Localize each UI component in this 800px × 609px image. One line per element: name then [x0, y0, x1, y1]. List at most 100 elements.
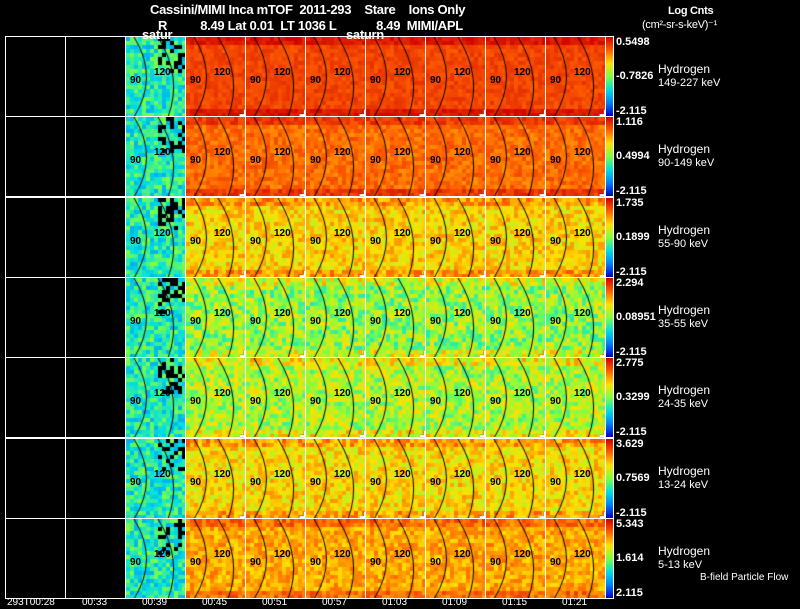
spectrogram-panel: 90 120	[425, 116, 486, 197]
pixel-image	[306, 198, 365, 277]
contour-label: 120	[154, 67, 171, 78]
colorbar-tick-label: -2.115	[616, 185, 647, 197]
spectrogram-panel: 90 120	[425, 518, 486, 599]
time-tick-label: 00:33	[82, 597, 108, 608]
pixel-image	[306, 37, 365, 116]
pixel-image	[126, 198, 185, 277]
colorbar-tick-label: -0.7826	[616, 70, 654, 82]
species-label: Hydrogen	[658, 142, 711, 156]
time-tick-label: 293T00:28	[7, 597, 55, 608]
colorbar-tick-label: 2.294	[616, 277, 644, 289]
contour-label: 90	[430, 396, 442, 407]
pixel-image	[246, 278, 305, 357]
pixel-image	[366, 37, 425, 116]
energy-range-label: 90-149 keV	[658, 157, 715, 169]
saturn-label-2: saturn	[346, 27, 384, 42]
contour-label: 90	[250, 155, 262, 166]
contour-label: 90	[370, 396, 382, 407]
contour-label: 120	[214, 147, 231, 158]
species-label: Hydrogen	[658, 544, 711, 558]
contour-label: 90	[310, 75, 322, 86]
pixel-image	[246, 439, 305, 518]
colorbar	[605, 438, 614, 519]
pixel-image	[186, 439, 245, 518]
channel-label: Hydrogen 5-13 keV	[658, 544, 710, 572]
pixel-image	[126, 358, 185, 437]
units-title: Log Cnts	[668, 5, 714, 17]
energy-range-label: 24-35 keV	[658, 398, 709, 410]
pixel-image	[366, 358, 425, 437]
contour-label: 120	[274, 308, 291, 319]
spectrogram-panel: 90 120	[365, 357, 426, 438]
contour-label: 120	[394, 308, 411, 319]
contour-label: 90	[250, 236, 262, 247]
spectrogram-panel: 90 120	[545, 277, 606, 358]
spectrogram-panel: 90 120	[425, 277, 486, 358]
contour-label: 120	[574, 549, 591, 560]
spectrogram-panel: 90 120	[125, 36, 186, 117]
contour-label: 90	[190, 477, 202, 488]
contour-label: 120	[454, 147, 471, 158]
contour-label: 120	[334, 549, 351, 560]
colorbar	[605, 197, 614, 278]
contour-label: 90	[490, 396, 502, 407]
contour-label: 120	[514, 549, 531, 560]
colorbar	[605, 116, 614, 197]
pixel-image	[486, 439, 545, 518]
pixel-image	[546, 519, 605, 598]
contour-label: 120	[274, 549, 291, 560]
contour-label: 120	[574, 67, 591, 78]
colorbar-tick-label: 0.08951	[616, 311, 656, 323]
time-tick-label: 00:51	[262, 597, 288, 608]
spectrogram-panel: 90 120	[485, 357, 546, 438]
pixel-image	[426, 358, 485, 437]
pixel-image	[426, 117, 485, 196]
contour-label: 120	[514, 147, 531, 158]
contour-label: 90	[130, 316, 142, 327]
contour-label: 90	[430, 236, 442, 247]
contour-label: 120	[334, 147, 351, 158]
contour-label: 90	[430, 316, 442, 327]
contour-label: 90	[550, 236, 562, 247]
contour-label: 120	[334, 228, 351, 239]
pixel-image	[126, 439, 185, 518]
spectrogram-panel: 90 120	[185, 197, 246, 278]
contour-label: 120	[274, 147, 291, 158]
time-tick-label: 01:21	[562, 597, 588, 608]
spectrogram-panel: 90 120	[485, 438, 546, 519]
spectrogram-panel: 90 120	[365, 277, 426, 358]
spectrogram-panel: 90 120	[125, 438, 186, 519]
contour-label: 120	[454, 469, 471, 480]
contour-label: 120	[334, 308, 351, 319]
contour-label: 120	[454, 308, 471, 319]
contour-label: 90	[250, 477, 262, 488]
contour-label: 120	[514, 469, 531, 480]
contour-label: 120	[214, 469, 231, 480]
contour-label: 120	[454, 67, 471, 78]
pixel-image	[366, 117, 425, 196]
contour-label: 90	[250, 557, 262, 568]
spectrogram-panel	[65, 438, 126, 519]
contour-label: 120	[334, 67, 351, 78]
contour-label: 120	[154, 147, 171, 158]
contour-label: 120	[574, 308, 591, 319]
colorbar-tick-label: 3.629	[616, 438, 644, 450]
energy-range-label: 13-24 keV	[658, 479, 709, 491]
species-label: Hydrogen	[658, 62, 711, 76]
contour-label: 120	[214, 549, 231, 560]
energy-range-label: 55-90 keV	[658, 238, 709, 250]
contour-label: 90	[370, 557, 382, 568]
spectrogram-panel: 90 120	[485, 197, 546, 278]
contour-label: 90	[130, 236, 142, 247]
contour-label: 120	[574, 388, 591, 399]
pixel-image	[306, 278, 365, 357]
plot-title: Cassini/MIMI Inca mTOF 2011-293 Stare Io…	[150, 2, 466, 17]
spectrogram-panel: 90 120	[245, 438, 306, 519]
contour-label: 120	[274, 469, 291, 480]
contour-label: 120	[514, 308, 531, 319]
spectrogram-panel: 90 120	[245, 277, 306, 358]
pixel-image	[186, 278, 245, 357]
spectrogram-panel: 90 120	[545, 36, 606, 117]
contour-label: 90	[310, 557, 322, 568]
pixel-image	[366, 278, 425, 357]
